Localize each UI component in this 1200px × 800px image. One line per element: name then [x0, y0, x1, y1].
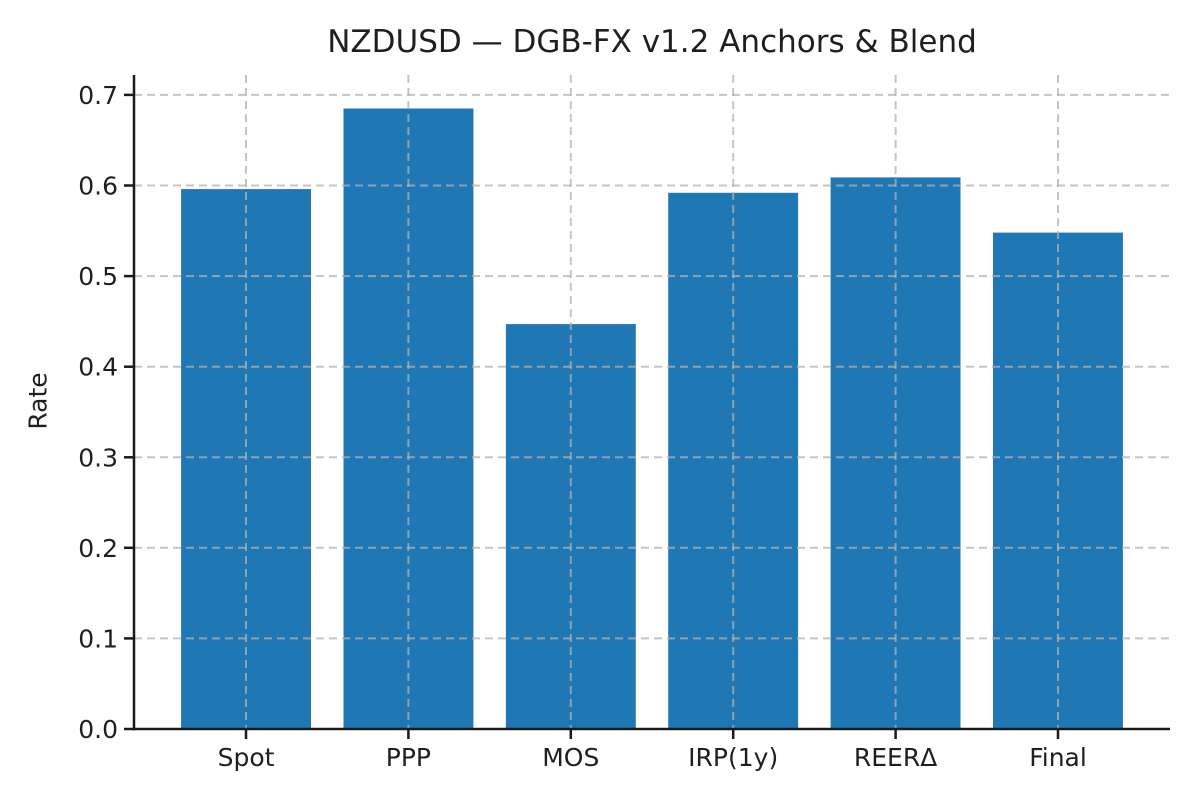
y-tick-label: 0.5 — [78, 262, 118, 291]
x-tick-label-reer: REERΔ — [854, 743, 937, 772]
y-tick-label: 0.3 — [78, 443, 118, 472]
y-tick-label: 0.6 — [78, 172, 118, 201]
x-tick-label-spot: Spot — [218, 743, 275, 772]
y-tick-label: 0.7 — [78, 81, 118, 110]
y-axis-label: Rate — [23, 372, 53, 430]
x-tick-label-ppp: PPP — [386, 743, 431, 772]
bar-mos — [505, 324, 636, 729]
x-tick-label-irp-1y: IRP(1y) — [688, 743, 778, 772]
x-tick-label-final: Final — [1029, 743, 1087, 772]
y-tick-label: 0.2 — [78, 534, 118, 563]
chart-title: NZDUSD — DGB-FX v1.2 Anchors & Blend — [327, 24, 977, 60]
y-tick-label: 0.4 — [78, 353, 118, 382]
y-tick-label: 0.1 — [78, 624, 118, 653]
y-tick-label: 0.0 — [78, 715, 118, 744]
x-tick-label-mos: MOS — [542, 743, 599, 772]
